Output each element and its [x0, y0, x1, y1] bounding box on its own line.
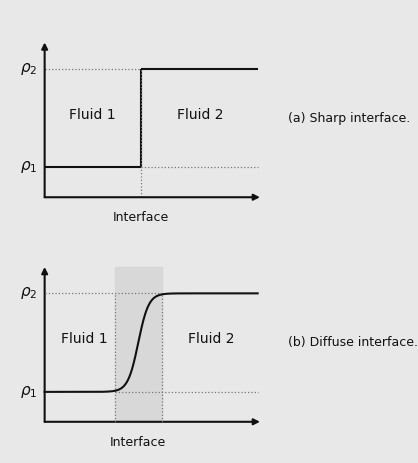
- Text: Fluid 2: Fluid 2: [177, 107, 224, 122]
- Bar: [115, 267, 162, 422]
- Text: $\rho_2$: $\rho_2$: [20, 285, 38, 301]
- Text: Fluid 1: Fluid 1: [69, 107, 116, 122]
- Text: $\rho_1$: $\rho_1$: [20, 159, 38, 175]
- Text: Interface: Interface: [112, 211, 169, 224]
- Text: Interface: Interface: [110, 436, 166, 449]
- Text: $\rho_1$: $\rho_1$: [20, 384, 38, 400]
- Text: $\rho_2$: $\rho_2$: [20, 61, 38, 77]
- Text: Fluid 1: Fluid 1: [61, 332, 108, 346]
- Text: (b) Diffuse interface.: (b) Diffuse interface.: [288, 336, 418, 349]
- Text: (a) Sharp interface.: (a) Sharp interface.: [288, 112, 410, 125]
- Text: Fluid 2: Fluid 2: [188, 332, 234, 346]
